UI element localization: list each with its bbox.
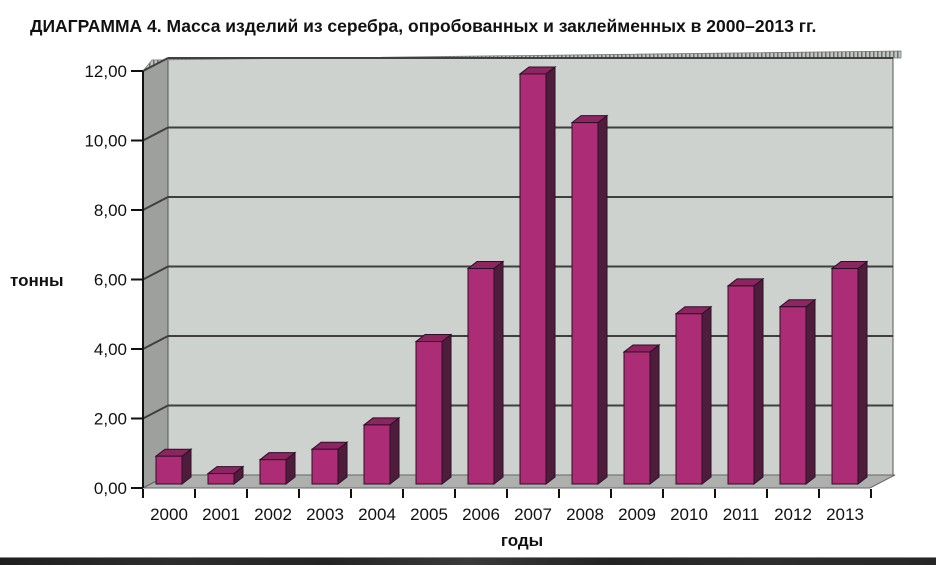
bar-side-face: [389, 416, 400, 486]
y-tick-label: 10,00: [84, 132, 127, 151]
y-axis-title: тонны: [10, 271, 64, 290]
bar-front-face: [363, 424, 391, 485]
bar-side-face: [649, 343, 660, 486]
x-category-label: 2002: [254, 505, 292, 524]
bar-2003: [310, 441, 349, 486]
bar-front-face: [155, 455, 183, 485]
y-tick-label: 8,00: [94, 201, 127, 220]
gridline-slant: [142, 335, 169, 350]
bar-2006: [466, 260, 505, 486]
x-category-label: 2003: [306, 505, 344, 524]
bar-2012: [778, 298, 817, 486]
bar-side-face: [597, 114, 608, 486]
bar-2011: [726, 277, 765, 486]
bar-front-face: [467, 268, 495, 485]
bar-front-face: [571, 122, 599, 485]
bar-side-face: [857, 260, 868, 486]
bar-side-face: [805, 298, 816, 486]
y-tick-label: 4,00: [94, 340, 127, 359]
x-category-label: 2013: [826, 505, 864, 524]
bar-2010: [674, 305, 713, 486]
y-tick-label: 12,00: [84, 62, 127, 81]
chart-title: ДИАГРАММА 4. Масса изделий из серебра, о…: [30, 16, 817, 36]
gridline-slant: [142, 126, 169, 142]
gridline-slant: [142, 57, 169, 72]
bar-front-face: [311, 448, 339, 485]
bar-front-face: [415, 341, 443, 485]
bottom-rule: [0, 557, 936, 565]
bar-front-face: [779, 306, 807, 485]
bar-side-face: [441, 333, 452, 486]
bar-2005: [414, 333, 453, 486]
bar-2008: [570, 114, 609, 486]
bar-side-face: [753, 277, 764, 486]
bar-2001: [206, 465, 245, 486]
bar-side-face: [493, 260, 504, 486]
x-category-label: 2005: [410, 505, 448, 524]
bar-2002: [258, 451, 297, 486]
x-category-label: 2012: [774, 505, 812, 524]
bar-front-face: [675, 313, 703, 485]
x-category-label: 2001: [202, 505, 240, 524]
gridline-slant: [142, 196, 169, 211]
bar-2013: [830, 260, 869, 486]
bar-front-face: [519, 73, 547, 485]
x-category-label: 2000: [150, 505, 188, 524]
bar-side-face: [701, 305, 712, 486]
y-tick-label: 0,00: [94, 479, 127, 498]
gridline-slant: [142, 265, 169, 281]
bar-2000: [154, 448, 193, 486]
x-category-label: 2006: [462, 505, 500, 524]
x-category-label: 2011: [723, 505, 760, 524]
bar-front-face: [259, 459, 287, 485]
x-category-label: 2010: [670, 505, 708, 524]
bar-front-face: [623, 351, 651, 485]
y-tick-label: 6,00: [94, 271, 127, 290]
bar-front-face: [207, 473, 235, 485]
x-axis-title: годы: [500, 531, 544, 550]
bar-2007: [518, 65, 557, 486]
bar-side-face: [545, 65, 556, 486]
x-category-label: 2007: [514, 505, 552, 524]
bar-2004: [362, 416, 401, 486]
x-category-label: 2008: [566, 505, 604, 524]
x-category-label: 2004: [358, 505, 396, 524]
bar-front-face: [831, 268, 859, 485]
bar-front-face: [727, 285, 755, 485]
y-tick-label: 2,00: [94, 410, 127, 429]
gridline-slant: [142, 404, 169, 420]
x-category-label: 2009: [618, 505, 656, 524]
bar-2009: [622, 343, 661, 486]
